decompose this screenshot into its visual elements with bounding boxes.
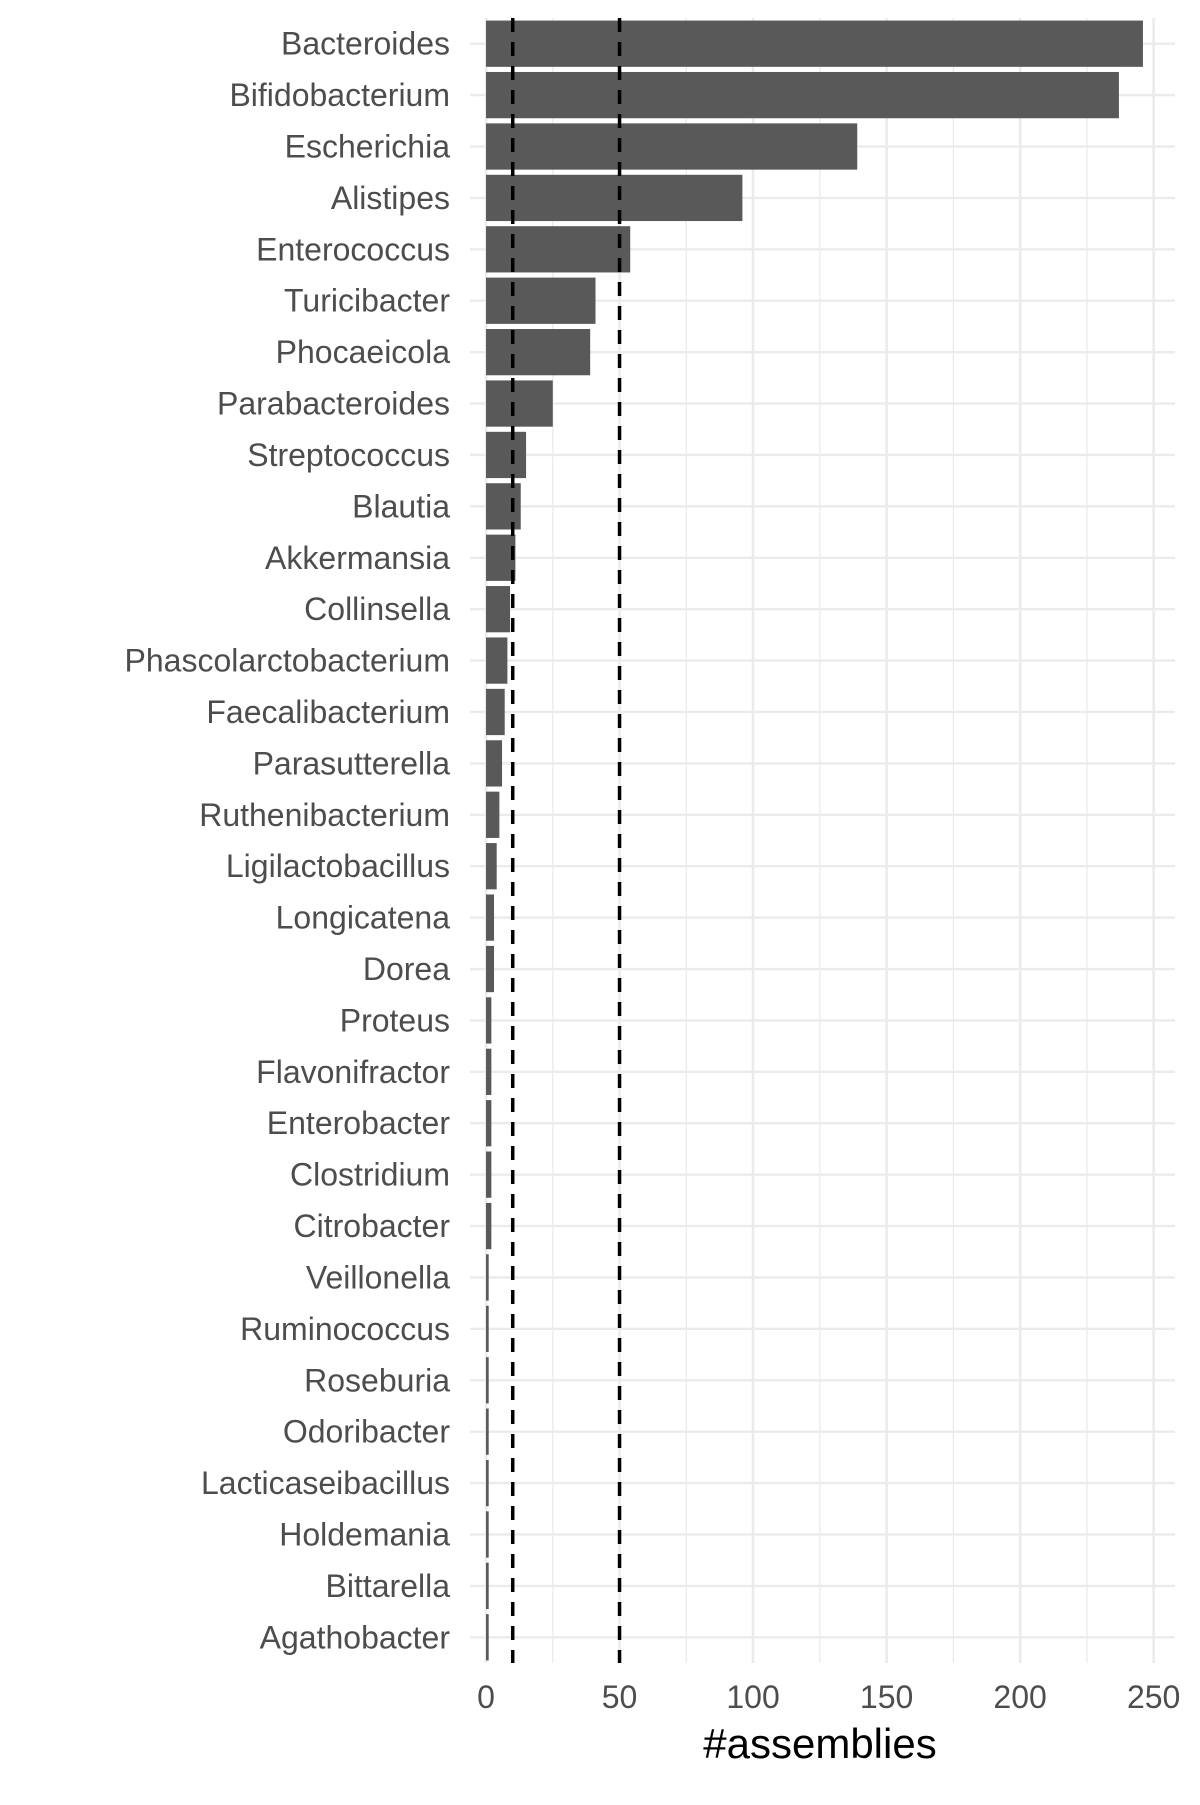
- bar-collinsella: [486, 586, 511, 633]
- bar-roseburia: [486, 1357, 489, 1404]
- category-label: Turicibacter: [284, 283, 450, 319]
- category-label: Parabacteroides: [217, 386, 450, 422]
- x-tick-label: 0: [477, 1679, 495, 1715]
- x-tick-label: 150: [860, 1679, 913, 1715]
- category-label: Bacteroides: [281, 26, 450, 62]
- bar-lacticaseibacillus: [486, 1459, 489, 1507]
- bar-bacteroides: [486, 20, 1143, 67]
- bar-holdemania: [486, 1511, 489, 1558]
- category-label: Proteus: [340, 1002, 450, 1038]
- x-tick-labels: 0 50 100 150 200 250: [477, 1679, 1180, 1715]
- category-label: Ligilactobacillus: [226, 848, 450, 884]
- category-labels: Bacteroides Bifidobacterium Escherichia Ali…: [125, 26, 451, 1656]
- category-label: Phascolarctobacterium: [125, 643, 450, 679]
- category-label: Ruminococcus: [240, 1311, 450, 1347]
- category-label: Akkermansia: [265, 540, 450, 576]
- bar-enterobacter: [486, 1100, 492, 1147]
- bar-bifidobacterium: [486, 71, 1119, 119]
- category-label: Odoribacter: [283, 1414, 451, 1450]
- category-label: Bifidobacterium: [229, 77, 450, 113]
- reference-lines-layer: [510, 18, 622, 1663]
- bar-ruthenibacterium: [486, 791, 500, 838]
- bar-agathobacter: [486, 1614, 489, 1661]
- category-label: Escherichia: [285, 129, 451, 165]
- category-label: Bittarella: [326, 1568, 451, 1604]
- category-label: Clostridium: [290, 1157, 450, 1193]
- category-label: Lacticaseibacillus: [201, 1465, 450, 1501]
- x-tick-label: 200: [993, 1679, 1046, 1715]
- bar-akkermansia: [486, 534, 516, 581]
- category-label: Roseburia: [304, 1362, 450, 1398]
- bar-odoribacter: [486, 1408, 489, 1455]
- bar-alistipes: [486, 174, 743, 222]
- category-label: Citrobacter: [294, 1208, 451, 1244]
- bar-veillonella: [486, 1254, 489, 1301]
- category-label: Ruthenibacterium: [199, 797, 450, 833]
- category-label: Streptococcus: [247, 437, 450, 473]
- bar-parasutterella: [486, 740, 503, 787]
- bar-escherichia: [486, 123, 858, 170]
- bar-bittarella: [486, 1562, 489, 1610]
- bar-citrobacter: [486, 1202, 492, 1250]
- bar-blautia: [486, 483, 521, 530]
- category-label: Holdemania: [279, 1516, 450, 1552]
- bar-phascolarctobacterium: [486, 637, 508, 684]
- bar-phocaeicola: [486, 329, 591, 376]
- category-label: Parasutterella: [253, 745, 451, 781]
- category-label: Enterobacter: [267, 1105, 451, 1141]
- category-label: Collinsella: [304, 591, 450, 627]
- bars-layer: [486, 20, 1143, 1661]
- x-tick-label: 250: [1127, 1679, 1180, 1715]
- category-label: Veillonella: [306, 1259, 450, 1295]
- category-label: Phocaeicola: [276, 334, 451, 370]
- x-tick-label: 100: [726, 1679, 779, 1715]
- category-label: Agathobacter: [260, 1619, 451, 1655]
- bar-parabacteroides: [486, 380, 553, 427]
- bar-enterococcus: [486, 226, 631, 273]
- category-label: Alistipes: [331, 180, 450, 216]
- bar-proteus: [486, 997, 492, 1044]
- category-label: Dorea: [363, 951, 450, 987]
- bar-streptococcus: [486, 431, 527, 479]
- bar-faecalibacterium: [486, 688, 505, 736]
- x-axis-title: #assemblies: [703, 1720, 936, 1767]
- bar-longicatena: [486, 894, 495, 941]
- x-tick-label: 50: [602, 1679, 638, 1715]
- category-label: Longicatena: [276, 900, 451, 936]
- bar-clostridium: [486, 1151, 492, 1198]
- bar-flavonifractor: [486, 1048, 492, 1095]
- bar-ruminococcus: [486, 1305, 489, 1352]
- category-label: Blautia: [352, 488, 450, 524]
- bar-dorea: [486, 945, 495, 993]
- category-label: Enterococcus: [256, 231, 450, 267]
- category-label: Flavonifractor: [256, 1054, 450, 1090]
- category-label: Faecalibacterium: [206, 694, 450, 730]
- bar-ligilactobacillus: [486, 843, 497, 890]
- bar-turicibacter: [486, 277, 596, 324]
